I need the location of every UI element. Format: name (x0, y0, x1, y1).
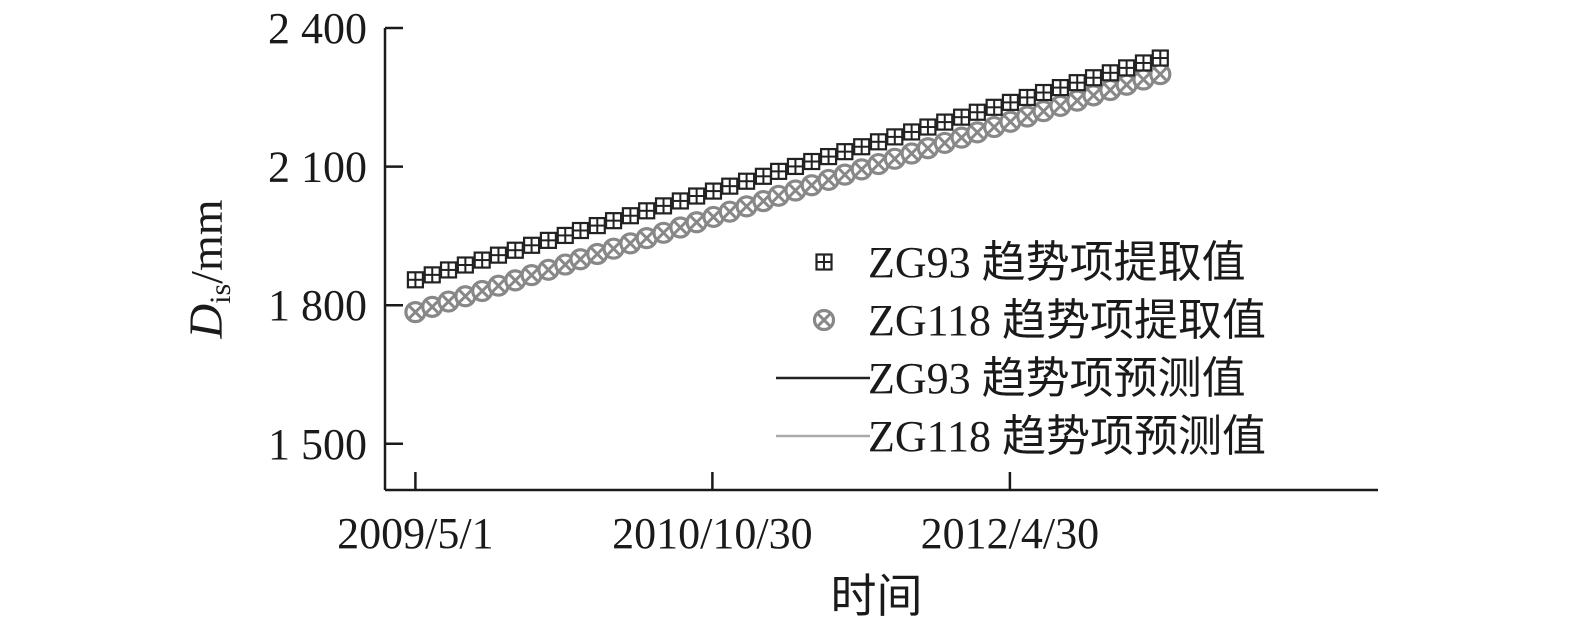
legend-item-zg118-predicted: ZG118 趋势项预测值 (776, 412, 1266, 461)
data-point-zg93 (621, 207, 639, 225)
data-point-zg93 (1034, 83, 1053, 102)
data-point-zg93 (770, 162, 788, 180)
data-point-zg118 (833, 163, 856, 186)
data-point-zg93 (654, 197, 673, 215)
data-point-zg118 (1016, 105, 1039, 128)
data-point-zg93 (688, 187, 706, 205)
data-point-zg93 (539, 231, 558, 249)
data-point-zg93 (737, 172, 756, 190)
y-axis-title: Dis/mm (180, 199, 237, 339)
data-point-zg93 (1101, 64, 1119, 82)
data-point-zg93 (968, 103, 986, 121)
data-point-zg93 (671, 192, 689, 210)
data-point-zg93 (1068, 74, 1086, 92)
y-axis-title-unit: /mm (181, 199, 232, 284)
data-point-zg118 (635, 227, 658, 250)
legend-boxplus-glyph (815, 253, 833, 271)
data-point-zg93 (1018, 88, 1036, 107)
y-axis-title-main: D (180, 304, 233, 340)
data-point-zg93 (985, 98, 1003, 116)
data-point-zg93 (522, 236, 541, 254)
data-point-zg93 (754, 167, 773, 185)
legend-item-zg118-extracted: ZG118 趋势项提取值 (812, 296, 1266, 345)
data-point-zg118 (504, 269, 527, 292)
data-point-zg93 (903, 123, 921, 141)
legend-item-zg93-extracted: ZG93 趋势项提取值 (815, 238, 1246, 287)
x-tick-label: 2009/5/1 (337, 509, 493, 558)
data-point-zg93 (1084, 69, 1103, 87)
data-point-zg118 (1032, 100, 1055, 123)
y-tick-label: 2 400 (268, 4, 367, 53)
legend-label-zg118-extracted: ZG118 趋势项提取值 (868, 296, 1266, 345)
data-point-zg93 (506, 241, 524, 259)
x-tick-label: 2010/10/30 (612, 509, 812, 558)
data-point-zg93 (406, 271, 425, 289)
data-point-zg93 (588, 216, 606, 235)
data-point-zg93 (489, 246, 508, 264)
legend: ZG93 趋势项提取值 ZG118 趋势项提取值 ZG93 趋势项预测值 ZG1… (776, 238, 1266, 461)
data-point-zg118 (437, 290, 460, 313)
data-point-zg93 (803, 152, 821, 171)
legend-item-zg93-predicted: ZG93 趋势项预测值 (776, 354, 1246, 403)
data-point-zg93 (604, 212, 623, 230)
y-ticks: 1 500 1 800 2 100 2 400 (268, 4, 403, 469)
data-point-zg118 (916, 137, 940, 160)
data-point-zg93 (1001, 93, 1020, 111)
data-point-zg118 (767, 184, 790, 207)
data-point-zg93 (704, 182, 723, 200)
legend-label-zg118-predicted: ZG118 趋势项预测值 (868, 412, 1266, 461)
legend-label-zg93-extracted: ZG93 趋势项提取值 (868, 238, 1246, 287)
data-point-zg93 (786, 157, 805, 176)
x-tick-label: 2012/4/30 (921, 509, 1099, 558)
data-point-zg118 (454, 285, 477, 308)
data-point-zg118 (983, 115, 1006, 139)
data-point-zg93 (836, 143, 854, 161)
legend-marker-boxplus-icon (815, 253, 833, 271)
legend-circlecross-glyph (812, 308, 836, 332)
data-point-zg93 (853, 138, 871, 156)
data-point-zg93 (571, 221, 590, 240)
data-point-zg93 (1134, 54, 1153, 72)
data-point-zg118 (1115, 73, 1138, 96)
data-point-zg118 (537, 258, 560, 281)
x-ticks: 2009/5/1 2010/10/30 2012/4/30 (337, 472, 1099, 558)
data-point-zg93 (936, 113, 954, 131)
data-point-zg93 (456, 256, 474, 274)
y-tick-label: 2 100 (268, 143, 367, 192)
y-tick-label: 1 800 (268, 281, 367, 330)
data-point-zg93 (1118, 59, 1136, 77)
data-point-zg93 (439, 261, 458, 279)
legend-label-zg93-predicted: ZG93 趋势项预测值 (868, 354, 1246, 403)
data-point-zg118 (800, 174, 823, 197)
x-axis-title: 时间 (831, 571, 923, 622)
data-point-zg93 (1051, 78, 1069, 97)
legend-marker-circlecross-icon (812, 308, 836, 332)
data-point-zg118 (1149, 63, 1172, 86)
data-point-zg118 (883, 147, 906, 170)
y-tick-label: 1 500 (268, 420, 367, 469)
data-point-zg118 (933, 131, 956, 155)
data-point-zg93 (556, 226, 574, 245)
data-point-zg93 (473, 251, 491, 269)
data-point-zg93 (886, 128, 904, 146)
data-point-zg118 (867, 152, 890, 176)
data-point-zg118 (487, 274, 510, 297)
data-point-zg118 (702, 205, 725, 229)
data-point-zg93 (919, 118, 937, 136)
data-point-zg93 (638, 202, 656, 220)
data-point-zg93 (721, 177, 739, 195)
data-point-zg93 (869, 133, 888, 151)
data-point-zg93 (423, 266, 441, 284)
data-point-zg93 (819, 147, 838, 166)
axes (383, 28, 1378, 492)
data-point-zg93 (952, 108, 971, 126)
data-point-zg93 (1151, 49, 1169, 67)
series-layer (404, 49, 1172, 324)
y-axis-title-sub: is (204, 284, 237, 304)
